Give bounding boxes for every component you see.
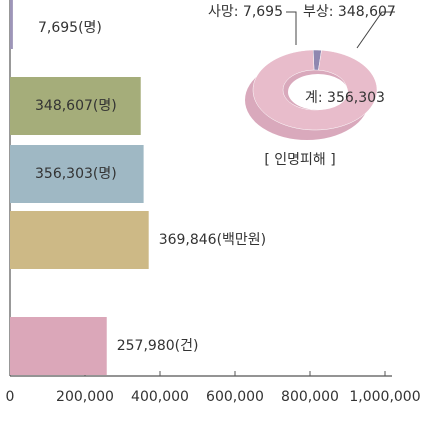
donut-title: [ 인명피해 ]: [264, 152, 335, 168]
slice-label: 사망: 7,695: [208, 4, 283, 20]
bar: [10, 145, 144, 203]
value-label: 348,607(명): [35, 98, 117, 114]
bar: [10, 317, 107, 375]
bar: [10, 0, 13, 49]
x-tick-label: 400,000: [131, 389, 189, 405]
value-label: 356,303(명): [35, 166, 117, 182]
x-tick-label: 200,000: [56, 389, 114, 405]
bar: [10, 211, 149, 269]
bar: [10, 77, 141, 135]
donut-hole: [288, 74, 348, 110]
x-tick-label: 1,000,000: [349, 389, 420, 405]
total-label: 계: 356,303: [305, 90, 385, 106]
x-tick-label: 600,000: [206, 389, 264, 405]
x-tick-label: 800,000: [281, 389, 339, 405]
x-tick-label: 0: [6, 389, 15, 405]
leader-line: [356, 11, 395, 49]
leader-line: [286, 11, 297, 45]
slice-label: 부상: 348,607: [303, 4, 396, 20]
value-label: 257,980(건): [117, 338, 199, 354]
value-label: 7,695(명): [38, 20, 102, 36]
value-label: 369,846(백만원): [159, 232, 266, 248]
